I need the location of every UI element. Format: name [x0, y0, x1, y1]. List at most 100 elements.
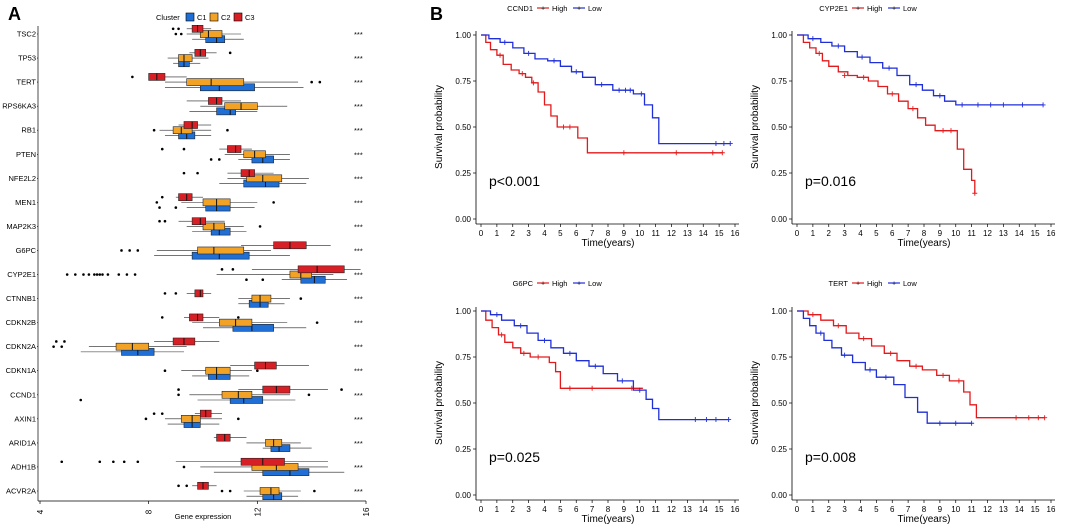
km-x-tick-label: 3 — [526, 505, 531, 514]
censor-mark — [561, 124, 567, 130]
box-c2 — [192, 318, 319, 327]
km-y-tick-label: 0.50 — [771, 123, 787, 132]
km-x-tick-label: 2 — [827, 505, 832, 514]
km-x-tick-label: 7 — [906, 505, 911, 514]
km-x-tick-label: 5 — [558, 505, 563, 514]
outlier-point — [133, 273, 137, 276]
gene-label: TP53 — [18, 54, 36, 63]
km-x-tick-label: 1 — [495, 505, 500, 514]
box-c3 — [60, 457, 328, 466]
box-c3 — [177, 385, 343, 394]
x-tick-label: 8 — [145, 509, 154, 514]
km-gene-title: G6PC — [513, 279, 534, 288]
outlier-point — [160, 316, 164, 319]
censor-mark — [726, 417, 732, 423]
censor-mark — [861, 336, 867, 342]
outlier-point — [196, 171, 199, 175]
km-y-tick-label: 0.25 — [771, 445, 787, 454]
km-x-tick-label: 2 — [511, 229, 516, 238]
outlier-point — [122, 460, 126, 464]
km-gene-title: CYP2E1 — [819, 4, 848, 13]
censor-mark — [1013, 415, 1019, 421]
outlier-point — [65, 273, 69, 276]
km-x-tick-label: 0 — [479, 229, 484, 238]
legend-label-high: High — [867, 4, 882, 13]
censor-mark — [959, 102, 965, 108]
gene-expression-boxplot: Cluster C1 C2 C3 4 8 12 16 Gene expression TSC2 **… — [2, 12, 371, 521]
km-x-axis-title: Time(years) — [898, 238, 951, 249]
km-x-tick-label: 1 — [811, 505, 816, 514]
outlier-point — [340, 388, 343, 391]
significance-label: *** — [354, 319, 363, 328]
censor-mark — [861, 74, 867, 80]
censor-mark — [1000, 102, 1006, 108]
censor-mark — [910, 106, 916, 112]
legend-label-low: Low — [588, 279, 602, 288]
km-y-tick-label: 0.50 — [455, 123, 471, 132]
box-c2 — [238, 294, 303, 303]
km-x-tick-label: 11 — [651, 229, 660, 238]
censor-mark — [599, 82, 605, 88]
km-y-tick-label: 0.25 — [455, 445, 471, 454]
km-x-tick-label: 16 — [731, 229, 740, 238]
km-y-tick-label: 0.25 — [455, 169, 471, 178]
outlier-point — [245, 278, 248, 282]
box-c1 — [203, 324, 307, 332]
gene-row-cdkn2b: CDKN2B *** — [6, 313, 363, 332]
box-body — [194, 289, 204, 298]
x-tick-label: 16 — [362, 507, 371, 516]
censor-mark — [535, 354, 541, 360]
censor-mark — [940, 128, 946, 134]
km-x-tick-label: 7 — [590, 229, 595, 238]
gene-label: ARID1A — [9, 438, 36, 447]
outlier-point — [52, 345, 55, 348]
outlier-point — [218, 158, 221, 161]
gene-label: ADH1B — [11, 462, 36, 471]
gene-label: CDKN2B — [6, 318, 36, 327]
km-x-tick-label: 10 — [635, 505, 644, 514]
gene-row-rb1: RB1 *** — [21, 121, 363, 140]
censor-mark — [988, 102, 994, 108]
box-body — [208, 97, 223, 105]
box-body — [172, 126, 193, 135]
survival-curve-low — [797, 310, 972, 424]
censor-mark — [573, 69, 579, 75]
km-y-tick-label: 0.50 — [771, 399, 787, 408]
km-x-tick-label: 15 — [1031, 505, 1040, 514]
outlier-point — [237, 316, 240, 319]
box-c3 — [189, 49, 232, 57]
km-y-tick-label: 0.75 — [771, 353, 787, 362]
km-x-tick-label: 0 — [795, 505, 800, 514]
km-x-tick-label: 6 — [890, 505, 895, 514]
km-x-tick-label: 10 — [635, 229, 644, 238]
legend-label-high: High — [552, 279, 567, 288]
legend-marker: + — [541, 281, 545, 288]
censor-mark — [494, 312, 500, 318]
outlier-point — [160, 147, 164, 151]
outlier-point — [182, 147, 186, 151]
box-body — [216, 433, 231, 442]
box-body — [180, 415, 201, 423]
km-y-axis-title: Survival probability — [750, 361, 761, 445]
outlier-point — [144, 417, 148, 421]
outlier-point — [182, 465, 186, 469]
censor-mark — [886, 65, 892, 71]
km-x-tick-label: 8 — [606, 505, 611, 514]
censor-mark — [727, 141, 733, 147]
km-x-tick-label: 11 — [651, 505, 660, 514]
censor-mark — [719, 150, 725, 156]
censor-mark — [835, 43, 841, 49]
km-x-tick-label: 6 — [574, 229, 579, 238]
km-y-axis-title: Survival probability — [750, 85, 761, 169]
km-x-tick-label: 5 — [558, 229, 563, 238]
gene-row-g6pc: G6PC *** — [16, 241, 363, 260]
box-c3 — [182, 169, 274, 177]
censor-mark — [842, 352, 848, 358]
km-gene-title: TERT — [829, 279, 849, 288]
significance-label: *** — [354, 463, 363, 472]
km-x-tick-label: 3 — [842, 229, 847, 238]
km-x-tick-label: 8 — [606, 229, 611, 238]
box-c2 — [144, 415, 240, 423]
km-legend: G6PC + High + Low — [513, 279, 603, 288]
